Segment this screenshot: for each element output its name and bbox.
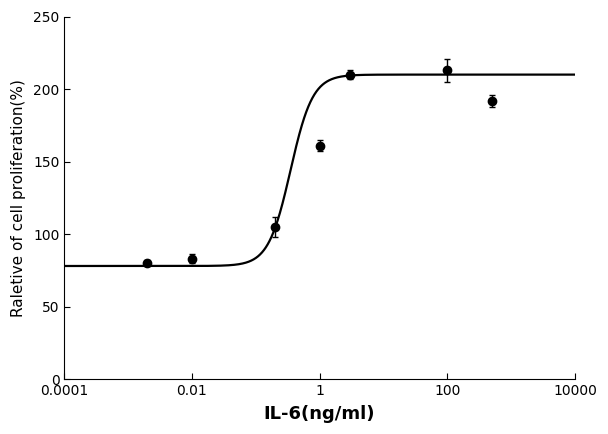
X-axis label: IL-6(ng/ml): IL-6(ng/ml) bbox=[264, 405, 375, 423]
Y-axis label: Raletive of cell proliferation(%): Raletive of cell proliferation(%) bbox=[11, 79, 26, 317]
